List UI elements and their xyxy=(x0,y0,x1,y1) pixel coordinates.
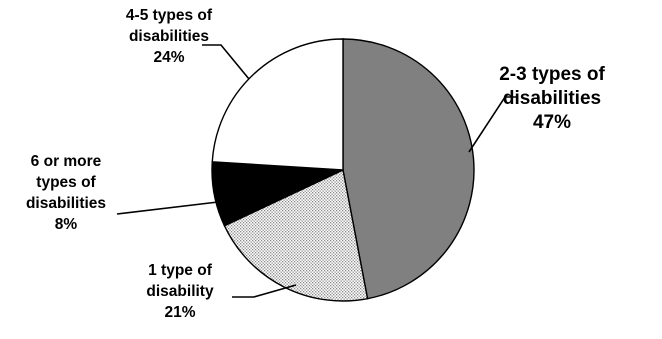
slice-label-line: 4-5 types of xyxy=(126,7,213,24)
slice-label-line: disabilities xyxy=(26,195,106,212)
slice-label-1-type: 1 type of disability 21% xyxy=(146,262,214,321)
pie-slice-1-type xyxy=(223,168,369,302)
slice-label-line: 47% xyxy=(533,112,571,133)
slice-label-2-3-types: 2-3 types of disabilities 47% xyxy=(499,64,605,133)
leader-lines xyxy=(116,44,518,298)
leader-line-2-3-types xyxy=(468,96,518,153)
slice-label-4-5-types: 4-5 types of disabilities 24% xyxy=(126,7,213,66)
leader-line-1-type xyxy=(232,284,297,298)
pie-slice-4-5-types xyxy=(211,38,344,171)
slice-label-line: disabilities xyxy=(129,28,209,45)
slice-label-line: disabilities xyxy=(503,88,601,109)
slice-labels: 2-3 types of disabilities 47% 1 type of disa… xyxy=(26,7,606,321)
slice-label-line: 6 or more xyxy=(31,153,102,170)
pie-slices xyxy=(211,38,475,302)
slice-label-line: disability xyxy=(146,283,214,300)
slice-label-6-or-more-types: 6 or more types of disabilities 8% xyxy=(26,153,106,233)
slice-label-line: 24% xyxy=(153,49,184,66)
slice-label-line: 8% xyxy=(55,216,78,233)
leader-line-4-5-types xyxy=(202,44,250,80)
slice-label-line: types of xyxy=(36,174,96,191)
slice-label-line: 1 type of xyxy=(148,262,213,279)
slice-label-line: 21% xyxy=(164,304,195,321)
pie-slice-2-3-types xyxy=(342,38,475,300)
leader-line-6-or-more-types xyxy=(116,201,219,215)
slice-label-line: 2-3 types of xyxy=(499,64,605,85)
